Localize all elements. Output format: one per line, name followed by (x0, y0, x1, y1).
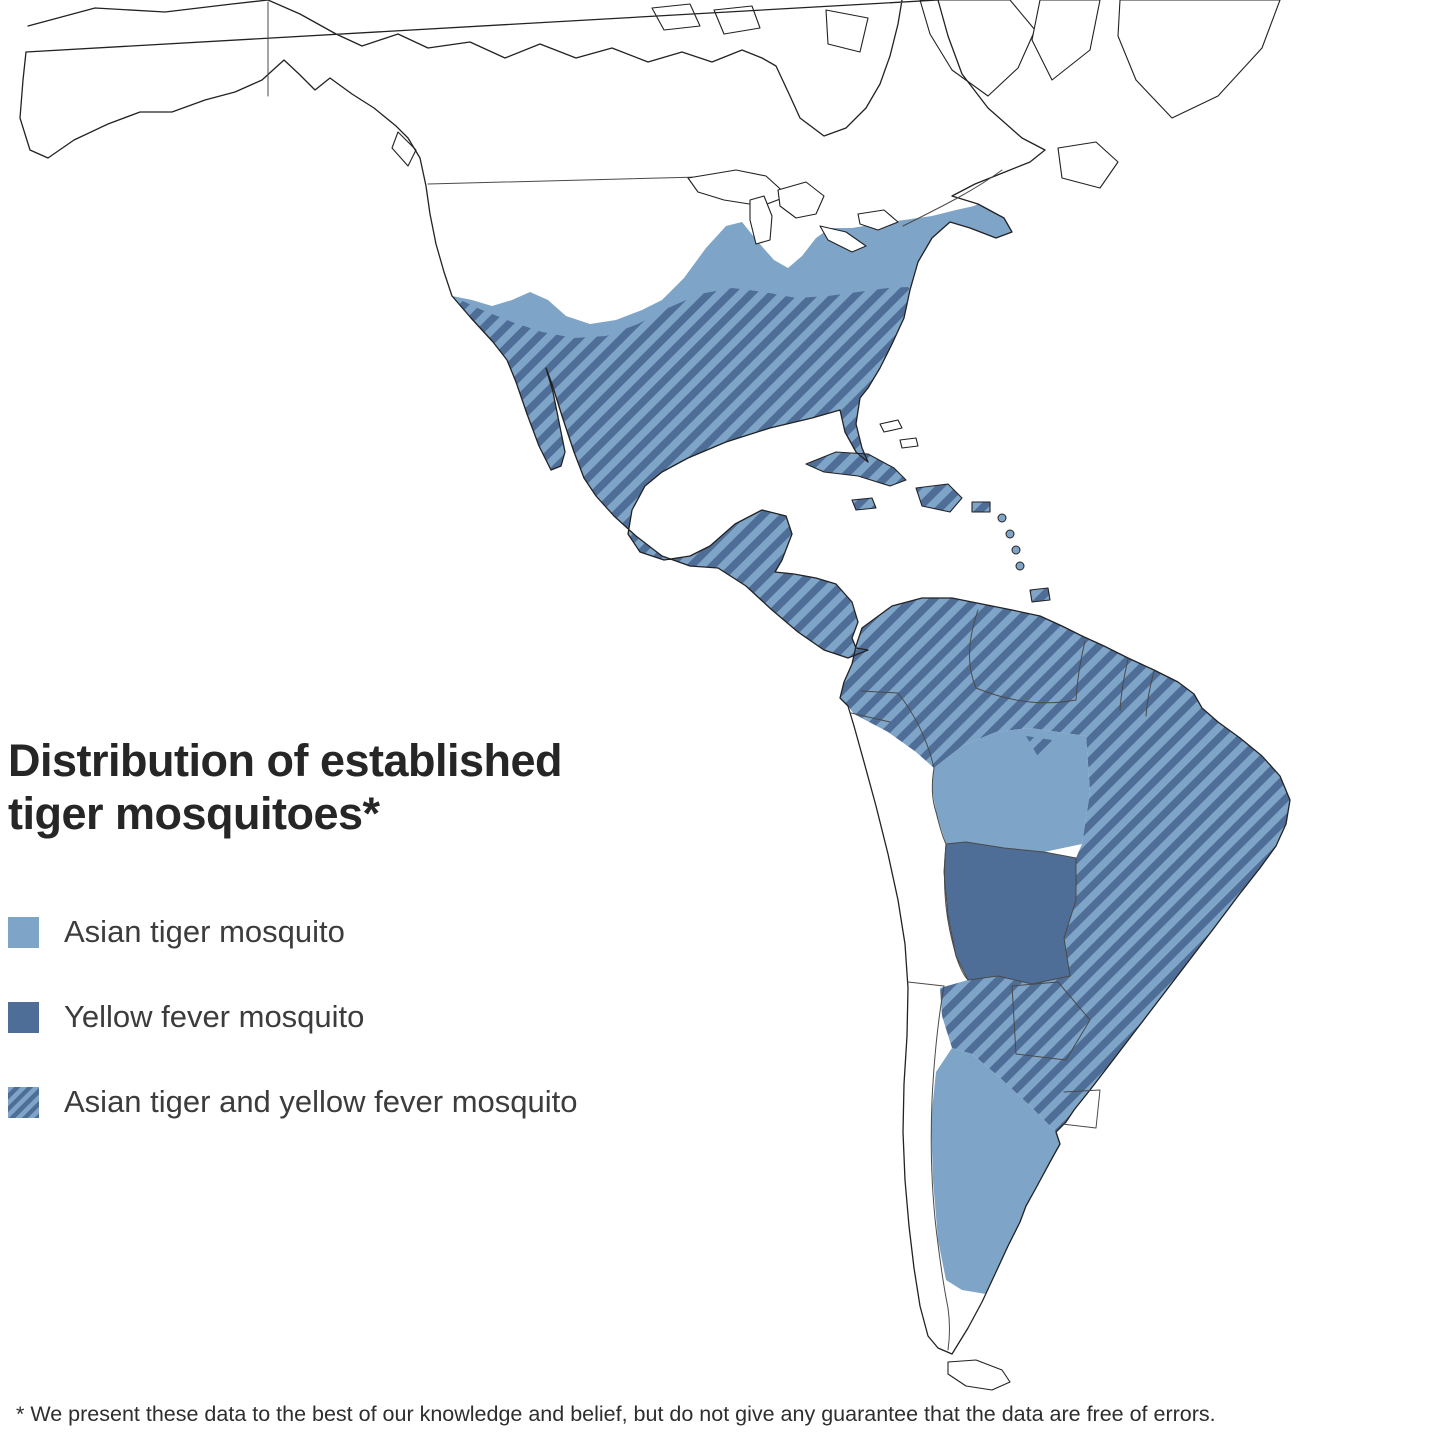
page-title-line1: Distribution of established (8, 735, 563, 786)
footnote: * We present these data to the best of o… (16, 1402, 1216, 1426)
hispaniola (915, 483, 963, 513)
southampton-island (825, 9, 869, 53)
zone-bolivia-yellow-fever (943, 841, 1077, 985)
legend-item-both-species: Asian tiger and yellow fever mosquito (8, 1084, 577, 1120)
greenland (1117, 0, 1281, 119)
jamaica (851, 497, 877, 511)
st-lawrence-river (902, 169, 1003, 227)
colombia-ecuador-border (860, 690, 899, 694)
page-title: Distribution of established tiger mosqui… (8, 734, 563, 840)
uruguay-border (1061, 1089, 1101, 1129)
lake-huron (777, 181, 825, 219)
legend-item-asian-tiger: Asian tiger mosquito (8, 914, 577, 950)
paraguay-border (1011, 981, 1091, 1061)
cuba (805, 451, 907, 487)
lesser-antilles-island-4 (1015, 561, 1025, 571)
chile-peru-border (907, 981, 945, 987)
bahamas-island-2 (899, 437, 919, 449)
zone-na-both-hatched (452, 287, 910, 658)
baffin-island-east-lobe (1031, 0, 1101, 81)
zone-argentina-asian-tiger (931, 1048, 1060, 1294)
lesser-antilles-island-2 (1005, 529, 1015, 539)
south-america-coastline (839, 597, 1291, 1355)
legend-label-yellow-fever: Yellow fever mosquito (64, 999, 365, 1034)
peru-brazil-border (931, 767, 947, 845)
lesser-antilles-island-1 (997, 513, 1007, 523)
newfoundland (1057, 141, 1119, 189)
legend: Asian tiger mosquito Yellow fever mosqui… (8, 914, 577, 1120)
peru-bolivia-border (944, 843, 969, 981)
zone-sa-asian-tiger-amazon (932, 728, 1090, 852)
puerto-rico (971, 501, 991, 513)
legend-item-yellow-fever: Yellow fever mosquito (8, 999, 577, 1035)
venezuela-south-border (975, 687, 1077, 704)
lake-michigan (749, 195, 773, 245)
vancouver-island (391, 131, 417, 167)
baffin-island (919, 0, 1036, 97)
guyana-border (1119, 658, 1129, 711)
legend-label-asian-tiger: Asian tiger mosquito (64, 914, 345, 949)
page-title-line2: tiger mosquitoes* (8, 788, 380, 840)
north-america-coastline (19, 0, 1046, 659)
lake-erie (819, 225, 867, 253)
suriname-border (1145, 670, 1155, 717)
venezuela-east-border (1075, 640, 1086, 701)
lesser-antilles-island-3 (1011, 545, 1021, 555)
tierra-del-fuego (947, 1359, 1011, 1391)
bahamas-island-1 (879, 419, 903, 433)
colombia-venezuela-border (969, 609, 979, 689)
colombia-peru-brazil-border (897, 692, 935, 769)
arctic-island-west (651, 3, 701, 31)
legend-label-both-species: Asian tiger and yellow fever mosquito (64, 1084, 578, 1119)
ecuador-peru-border (850, 712, 891, 723)
us-canada-border (427, 176, 701, 185)
legend-swatch-yellow-fever (8, 1001, 39, 1033)
trinidad (1029, 587, 1051, 603)
legend-swatch-both-species (8, 1086, 39, 1118)
legend-swatch-asian-tiger (8, 916, 39, 948)
chile-argentina-border (930, 985, 950, 1351)
zone-sa-hatched-notch (1026, 736, 1052, 760)
arctic-island-mid (713, 5, 761, 35)
zone-sa-both-hatched (840, 598, 1290, 1132)
lake-ontario (857, 209, 899, 231)
